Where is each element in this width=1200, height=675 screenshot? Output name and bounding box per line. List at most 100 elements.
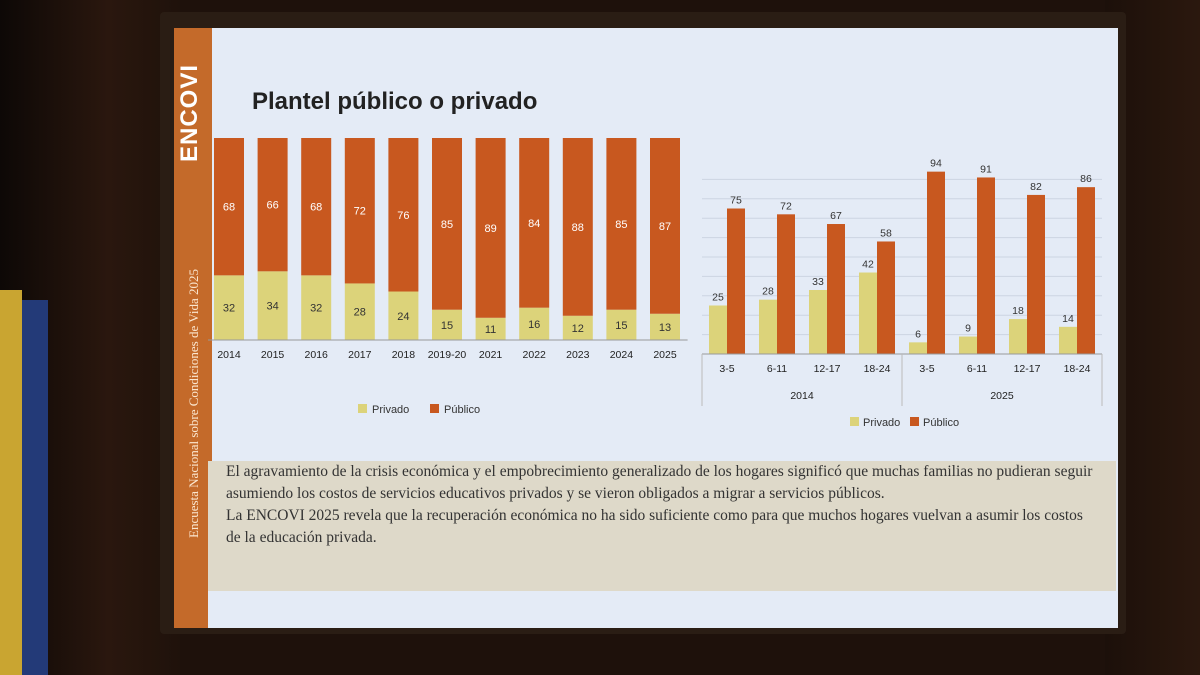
bar-privado-2015 (257, 271, 288, 340)
bar-publico-2015 (257, 138, 288, 272)
bar-privado-2025-12-17 (1009, 319, 1027, 354)
flag-stripe-yellow (0, 290, 22, 675)
label-publico-2025: 87 (659, 221, 671, 233)
side-band (174, 28, 212, 628)
bar-publico-2017 (344, 138, 375, 284)
label-privado-2025-18-24: 14 (1062, 313, 1074, 325)
tick-2018: 2018 (392, 349, 416, 361)
tick-2014: 2014 (217, 349, 241, 361)
label-privado-2021: 11 (485, 324, 496, 336)
bar-privado-2024 (606, 309, 637, 340)
encovi-logo: ENCOVI (176, 64, 203, 163)
label-privado-2015: 34 (266, 301, 278, 313)
label-publico-2014-18-24: 58 (880, 227, 892, 239)
bar-publico-2016 (301, 138, 332, 276)
tick-2025-6-11: 6-11 (967, 363, 987, 375)
label-privado-2017: 28 (354, 307, 366, 319)
bar-publico-2014-3-5 (727, 208, 745, 354)
label-privado-2014-18-24: 42 (862, 259, 874, 271)
label-publico-2017: 72 (354, 206, 366, 218)
bar-privado-2019-20 (432, 309, 462, 340)
bar-privado-2022 (519, 307, 550, 340)
label-privado-2025-3-5: 6 (915, 328, 921, 340)
label-publico-2024: 85 (615, 219, 627, 231)
tick-2021: 2021 (479, 349, 503, 361)
bar-privado-2025 (650, 313, 680, 340)
label-publico-2014: 68 (223, 202, 235, 214)
side-survey-name: Encuesta Nacional sobre Condiciones de V… (186, 268, 201, 538)
legend-label-privado: Privado (863, 417, 900, 429)
label-privado-2014: 32 (223, 303, 235, 315)
tick-2014-12-17: 12-17 (814, 363, 841, 375)
label-publico-2025-12-17: 82 (1030, 181, 1042, 193)
tick-2019-20: 2019-20 (428, 349, 467, 361)
label-publico-2022: 84 (528, 218, 540, 230)
bar-publico-2025-3-5 (927, 171, 945, 354)
bar-publico-2022 (519, 138, 550, 308)
label-privado-2023: 12 (572, 323, 584, 335)
legend-swatch-publico (430, 404, 439, 413)
label-privado-2019-20: 15 (441, 320, 453, 332)
label-privado-2025-6-11: 9 (965, 323, 971, 335)
bar-publico-2025-12-17 (1027, 194, 1045, 354)
bar-privado-2018 (388, 291, 419, 340)
bar-privado-2014 (214, 275, 244, 340)
bar-publico-2014-6-11 (777, 214, 795, 354)
tick-2017: 2017 (348, 349, 372, 361)
slide: ENCOVI Encuesta Nacional sobre Condicion… (174, 28, 1118, 628)
tick-2015: 2015 (261, 349, 285, 361)
bar-publico-2021 (475, 138, 506, 318)
tick-2014-18-24: 18-24 (864, 363, 891, 375)
label-privado-2024: 15 (615, 320, 627, 332)
tick-2014-6-11: 6-11 (767, 363, 787, 375)
tick-2025-3-5: 3-5 (919, 363, 934, 375)
caption-paragraph-2: La ENCOVI 2025 revela que la recuperació… (226, 507, 1083, 546)
label-publico-2016: 68 (310, 202, 322, 214)
label-publico-2014-12-17: 67 (830, 210, 842, 222)
label-publico-2014-3-5: 75 (730, 195, 742, 207)
tick-2024: 2024 (610, 349, 634, 361)
tick-2025: 2025 (653, 349, 677, 361)
label-publico-2021: 89 (484, 223, 496, 235)
bar-publico-2023 (562, 138, 593, 316)
bar-privado-2021 (475, 317, 506, 340)
label-privado-2025-12-17: 18 (1012, 305, 1024, 317)
label-privado-2014-6-11: 28 (762, 286, 774, 298)
tick-2023: 2023 (566, 349, 590, 361)
label-publico-2014-6-11: 72 (780, 200, 792, 212)
grouped-bar-chart-ages: 25 75 3-5 28 72 6-11 33 67 12-17 42 58 18-24 2014 6 94… (701, 158, 1103, 429)
label-privado-2014-3-5: 25 (712, 292, 724, 304)
bar-privado-2023 (562, 315, 593, 340)
label-publico-2018: 76 (397, 210, 409, 222)
tick-2016: 2016 (305, 349, 329, 361)
bar-privado-2025-6-11 (959, 336, 977, 354)
caption-paragraph-1: El agravamiento de la crisis económica y… (226, 463, 1093, 502)
bar-privado-2014-3-5 (709, 305, 727, 354)
label-privado-2016: 32 (310, 303, 322, 315)
caption-box: El agravamiento de la crisis económica y… (208, 461, 1116, 591)
bar-publico-2019-20 (432, 138, 462, 310)
bar-publico-2025-6-11 (977, 177, 995, 354)
legend-label-publico: Público (923, 417, 959, 429)
bar-privado-2025-18-24 (1059, 326, 1077, 354)
bar-privado-2025-3-5 (909, 342, 927, 354)
legend-swatch-privado (358, 404, 367, 413)
bar-publico-2018 (388, 138, 419, 292)
legend-label-privado: Privado (372, 404, 409, 416)
bar-privado-2014-12-17 (809, 289, 827, 354)
bar-publico-2025 (650, 138, 680, 314)
legend-swatch-privado (850, 417, 859, 426)
bar-publico-2025-18-24 (1077, 187, 1095, 354)
bar-privado-2017 (344, 283, 375, 340)
bar-privado-2014-6-11 (759, 299, 777, 354)
label-publico-2025-6-11: 91 (980, 163, 992, 175)
label-publico-2025-18-24: 86 (1080, 173, 1092, 185)
label-privado-2022: 16 (528, 319, 540, 331)
label-privado-2014-12-17: 33 (812, 276, 824, 288)
flag-stripe-blue (22, 300, 48, 675)
group-label-2025: 2025 (990, 390, 1014, 402)
group-label-2014: 2014 (790, 390, 814, 402)
bar-publico-2014 (214, 138, 244, 276)
label-privado-2018: 24 (397, 311, 409, 323)
slide-title: Plantel público o privado (252, 88, 538, 115)
